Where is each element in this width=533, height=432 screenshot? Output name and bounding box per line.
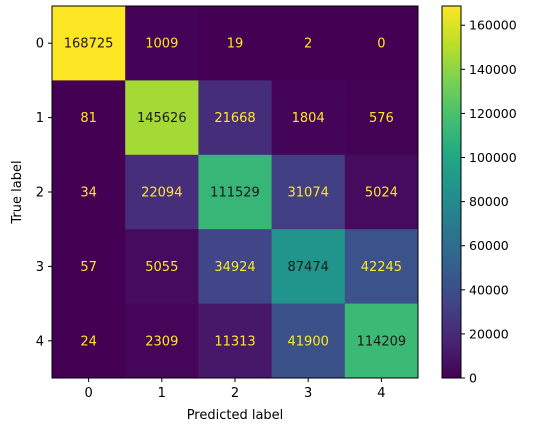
cell-value-label: 81	[80, 111, 97, 126]
colorbar-tick-label: 60000	[469, 238, 509, 253]
x-axis-label: Predicted label	[187, 408, 284, 423]
heatmap-cell	[198, 154, 273, 230]
colorbar-tick-label: 0	[469, 371, 477, 386]
heatmap-cell	[344, 80, 419, 156]
heatmap-cell	[198, 303, 273, 379]
heatmap-cell	[271, 6, 346, 81]
heatmap-cell	[198, 229, 273, 305]
colorbar: 0 20000 40000 60000 80000 100000 120000 140000 1…	[441, 5, 517, 386]
colorbar-gradient	[441, 5, 462, 379]
cell-value-label: 11313	[214, 334, 255, 349]
cell-value-label: 22094	[141, 186, 182, 201]
heatmap-cell	[52, 154, 126, 230]
heatmap-cell	[52, 303, 126, 379]
x-tick-label: 0	[84, 386, 92, 401]
x-tick-label: 3	[304, 386, 312, 401]
x-tick-label: 4	[377, 386, 385, 401]
cell-value-label: 168725	[64, 37, 114, 52]
cell-value-label: 41900	[288, 334, 329, 349]
y-tick-label: 4	[36, 334, 44, 349]
heatmap-cell	[125, 80, 199, 156]
colorbar-ticks: 0 20000 40000 60000 80000 100000 120000 140000 1…	[461, 18, 517, 386]
heatmap-cell	[52, 80, 126, 156]
heatmap-cell	[198, 80, 273, 156]
cell-value-label: 87474	[288, 260, 329, 275]
cell-value-label: 1804	[292, 111, 325, 126]
colorbar-tick-label: 140000	[469, 62, 517, 77]
y-tick-label: 0	[36, 37, 44, 52]
heatmap-cell	[271, 80, 346, 156]
cell-value-label: 42245	[361, 260, 402, 275]
heatmap-cell	[271, 229, 346, 305]
colorbar-tick-label: 120000	[469, 106, 517, 121]
heatmap-cell	[271, 154, 346, 230]
colorbar-tick-label: 100000	[469, 150, 517, 165]
cell-value-label: 24	[80, 334, 97, 349]
cell-value-label: 114209	[357, 334, 407, 349]
y-tick-label: 2	[36, 186, 44, 201]
heatmap-cell	[125, 229, 199, 305]
heatmap-cell	[52, 229, 126, 305]
colorbar-tick-label: 80000	[469, 194, 509, 209]
heatmap-cell	[344, 154, 419, 230]
heatmap-cell	[52, 6, 126, 81]
cell-value-label: 34924	[214, 260, 255, 275]
cell-value-label: 576	[369, 111, 394, 126]
colorbar-tick-label: 160000	[469, 18, 517, 33]
cell-value-label: 1009	[145, 37, 178, 52]
y-axis-ticks: 0 1 2 3 4	[36, 37, 52, 349]
y-tick-label: 1	[36, 111, 44, 126]
y-tick-label: 3	[36, 260, 44, 275]
cell-value-label: 5055	[145, 260, 178, 275]
heatmap-cell	[198, 6, 273, 81]
cell-value-label: 19	[227, 37, 244, 52]
cell-value-label: 2	[304, 37, 312, 52]
heatmap-cell	[125, 303, 199, 379]
cell-value-label: 0	[377, 37, 385, 52]
y-axis-label: True label	[10, 160, 25, 224]
matrix-cells: 168725 1009 19 2 0 81 145626 21668 1804 576 34 2209…	[52, 6, 419, 379]
x-tick-label: 1	[158, 386, 166, 401]
cell-value-label: 2309	[145, 334, 178, 349]
x-tick-label: 2	[231, 386, 239, 401]
heatmap-cell	[344, 303, 419, 379]
cell-value-label: 111529	[210, 186, 260, 201]
heatmap-cell	[271, 303, 346, 379]
heatmap-cell	[125, 154, 199, 230]
colorbar-tick-label: 20000	[469, 326, 509, 341]
cell-value-label: 57	[80, 260, 97, 275]
heatmap-cell	[125, 6, 199, 81]
cell-value-label: 21668	[214, 111, 255, 126]
heatmap-cell	[344, 229, 419, 305]
cell-value-label: 31074	[288, 186, 329, 201]
heatmap-cell	[344, 6, 419, 81]
x-axis-ticks: 0 1 2 3 4	[84, 378, 386, 401]
cell-value-label: 145626	[137, 111, 187, 126]
cell-value-label: 34	[80, 186, 97, 201]
cell-value-label: 5024	[365, 186, 398, 201]
colorbar-tick-label: 40000	[469, 282, 509, 297]
